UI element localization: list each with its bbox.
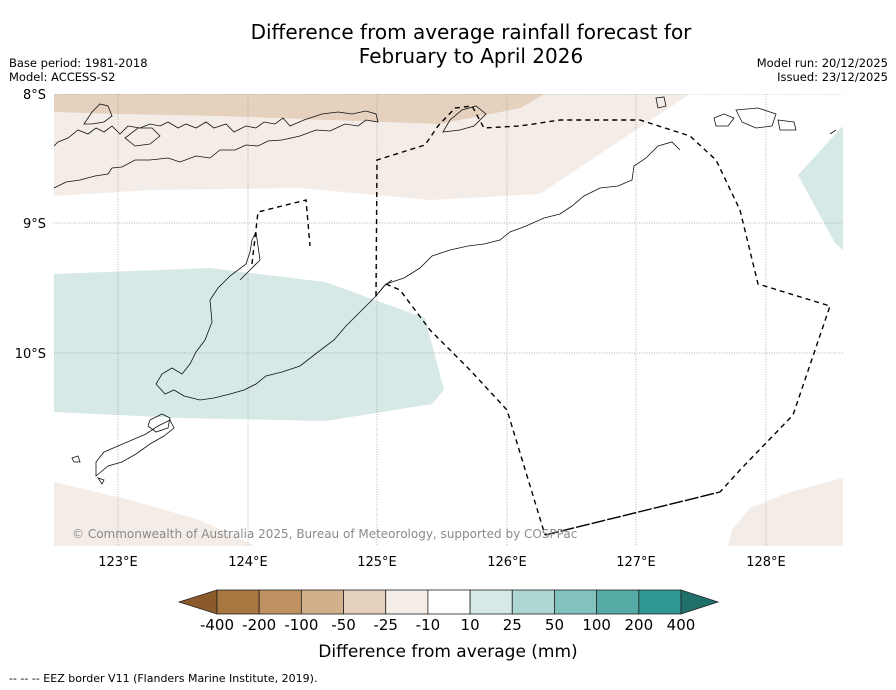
run-info: Model run: 20/12/2025 Issued: 23/12/2025 (757, 56, 888, 84)
colorbar-tick-label: 25 (503, 616, 522, 634)
colorbar-tick-label: 400 (667, 616, 696, 634)
lon-label: 128°E (746, 555, 786, 570)
wet-anomaly-west (54, 268, 444, 421)
colorbar: -400 -200 -100 -50 -25 -10 10 25 50 100 200 400 (177, 589, 720, 634)
rote-coast (95, 419, 175, 477)
lon-label: 127°E (616, 555, 656, 570)
island-pantar-coast (83, 103, 113, 125)
map-area: © Commonwealth of Australia 2025, Bureau… (54, 94, 843, 546)
lon-label: 124°E (228, 555, 268, 570)
colorbar-tick-label: 100 (582, 616, 611, 634)
colorbar-tick-label: -200 (242, 616, 276, 634)
island-kisar-coast (655, 96, 667, 109)
model-run: Model run: 20/12/2025 (756, 56, 888, 70)
colorbar-label: Difference from average (mm) (318, 642, 577, 662)
colorbar-tick-label: -10 (416, 616, 441, 634)
dry-anomaly-core (54, 94, 545, 124)
colorbar-segment (343, 589, 387, 615)
colorbar-extend-high (680, 589, 720, 615)
colorbar-segment (596, 589, 640, 615)
copyright-note: © Commonwealth of Australia 2025, Bureau… (72, 527, 577, 541)
colorbar-segment (385, 589, 429, 615)
lat-label: 8°S (23, 88, 46, 103)
ndao-coast (71, 455, 81, 463)
island-lakor-coast (777, 119, 797, 131)
small-islet-coast (97, 477, 105, 485)
eez-border (251, 105, 831, 536)
eez-central-segment (385, 283, 546, 536)
colorbar-tick-label: -400 (200, 616, 234, 634)
eez-legend: -- -- -- EEZ border V11 (Flanders Marine… (9, 672, 318, 685)
colorbar-segment (216, 589, 260, 615)
timor-connector (375, 279, 393, 297)
chart-title: Difference from average rainfall forecas… (0, 20, 896, 68)
colorbar-tick-label: -25 (373, 616, 398, 634)
colorbar-tick-label: 50 (545, 616, 564, 634)
model-name: Model: ACCESS-S2 (9, 70, 116, 84)
title-line-1: Difference from average rainfall forecas… (250, 20, 692, 44)
island-wetar-coast (442, 105, 487, 133)
eez-north-segment (375, 105, 831, 493)
lat-label: 10°S (15, 347, 46, 362)
timor-north-coast (239, 231, 261, 281)
colorbar-extend-low (177, 589, 218, 615)
model-info: Base period: 1981-2018 Model: ACCESS-S2 (9, 56, 148, 84)
colorbar-tick-label: -100 (284, 616, 318, 634)
island-babar-coast (829, 129, 837, 135)
dry-anomaly-southeast (728, 478, 843, 546)
colorbar-segment (427, 589, 471, 615)
wet-anomaly-east (798, 126, 843, 250)
colorbar-tick-label: 200 (624, 616, 653, 634)
island-small-coast (124, 127, 161, 147)
island-moa-coast (735, 107, 777, 129)
colorbar-segment (300, 589, 344, 615)
island-flores-alor-coast (54, 110, 379, 189)
dry-anomaly-band (54, 94, 690, 200)
island-leti-coast (713, 113, 735, 127)
dry-anomaly-southwest (54, 482, 255, 546)
title-line-2: February to April 2026 (358, 44, 584, 68)
lon-label: 123°E (98, 555, 138, 570)
base-period: Base period: 1981-2018 (9, 56, 148, 70)
colorbar-segment (258, 589, 302, 615)
lon-label: 126°E (487, 555, 527, 570)
longitude-labels: 123°E 124°E 125°E 126°E 127°E 128°E (98, 555, 786, 570)
issued-date: Issued: 23/12/2025 (777, 70, 888, 84)
colorbar-segment (469, 589, 513, 615)
colorbar-segment (638, 589, 682, 615)
lat-label: 9°S (23, 217, 46, 232)
colorbar-segment (554, 589, 598, 615)
colorbar-tick-label: -50 (331, 616, 356, 634)
timor-coast (155, 141, 681, 401)
lon-label: 125°E (357, 555, 397, 570)
colorbar-tick-label: 10 (461, 616, 480, 634)
eez-south-segment (544, 491, 721, 536)
semau-coast (147, 413, 171, 433)
colorbar-segment (511, 589, 555, 615)
coastlines (54, 96, 837, 485)
latitude-labels: 8°S 9°S 10°S (15, 88, 46, 362)
